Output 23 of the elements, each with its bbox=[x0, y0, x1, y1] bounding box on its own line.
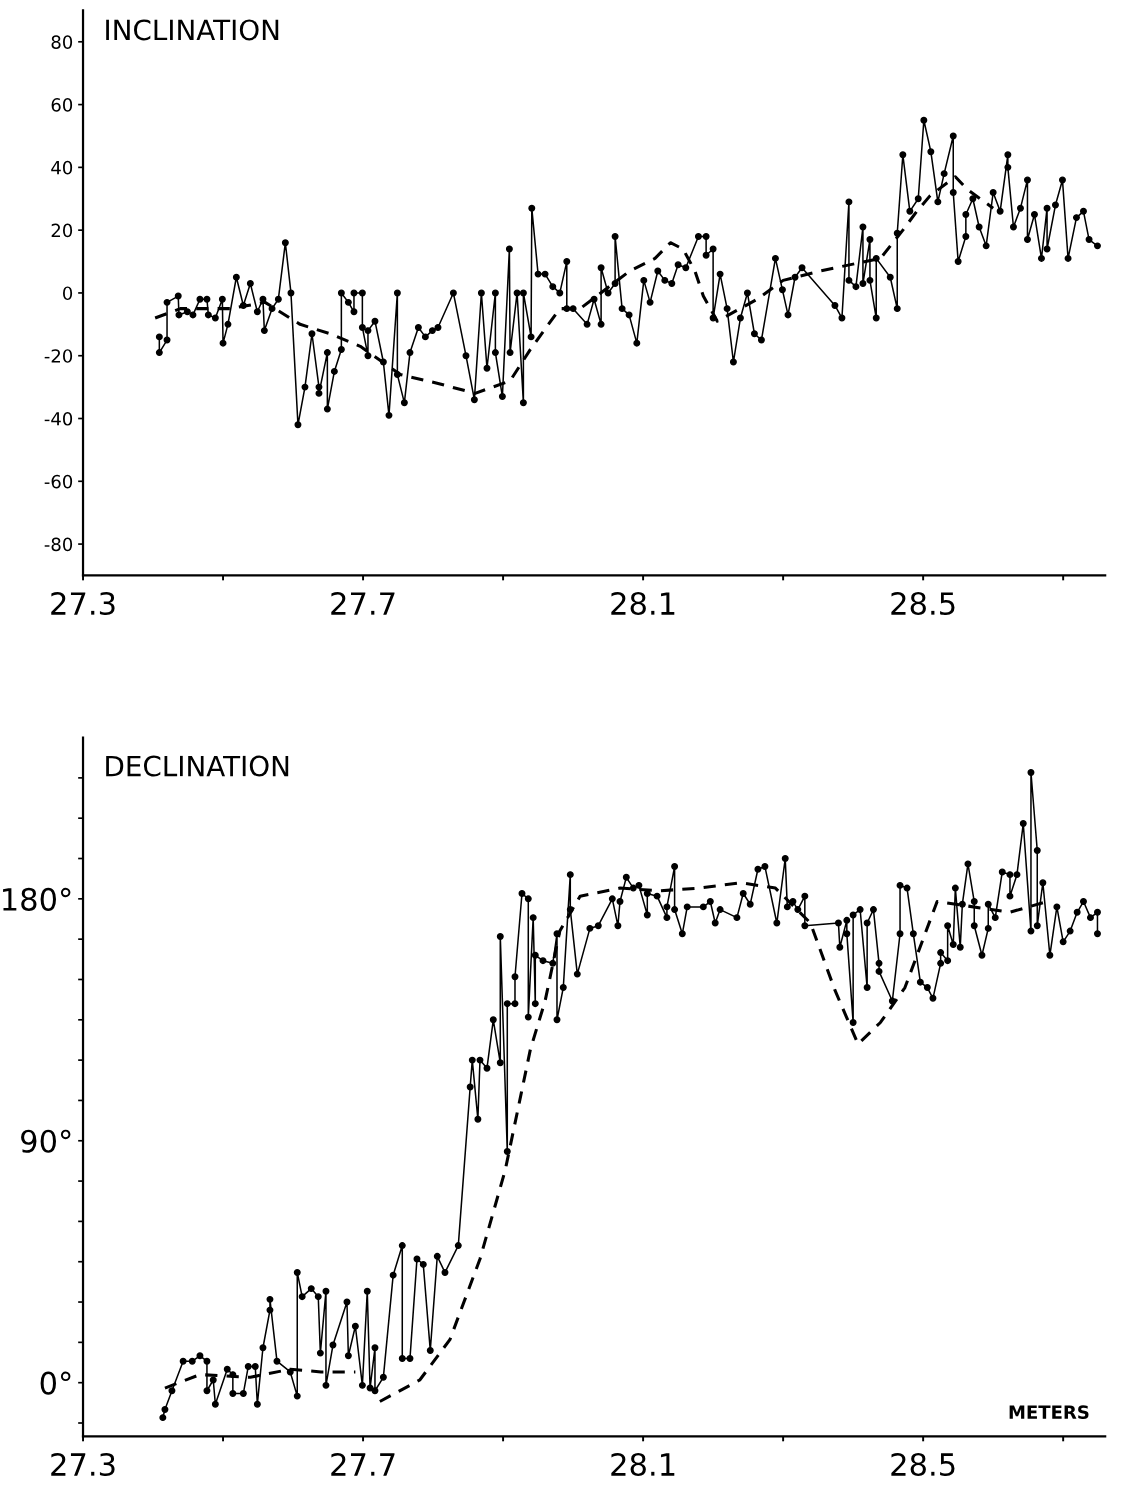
x-tick-label: 28.1 bbox=[611, 1452, 675, 1477]
x-tick-label: 28.1 bbox=[611, 591, 675, 616]
x-tick-label: 27.7 bbox=[331, 591, 395, 615]
y-tick-label: 180° bbox=[3, 887, 71, 911]
y-tick-label: -20 bbox=[44, 349, 73, 363]
x-tick-label: 27.3 bbox=[51, 591, 115, 616]
y-tick-label: -40 bbox=[44, 411, 73, 426]
y-tick-label: 80 bbox=[51, 35, 73, 49]
chart-title: INCLINATION bbox=[106, 19, 279, 41]
y-tick-label: -80 bbox=[44, 537, 73, 552]
x-tick-label: 28.5 bbox=[891, 1452, 955, 1477]
x-axis-title: METERS bbox=[1009, 1405, 1089, 1419]
x-tick-label: 27.3 bbox=[51, 1452, 115, 1477]
text: DECLINATION bbox=[106, 755, 289, 777]
y-tick-label: -60 bbox=[44, 474, 73, 489]
x-tick-label: 27.7 bbox=[331, 1452, 395, 1476]
y-tick-label: 40 bbox=[51, 160, 73, 175]
x-tick-label: 28.5 bbox=[891, 591, 955, 616]
y-tick-label: 90° bbox=[21, 1129, 71, 1153]
y-tick-label: 60 bbox=[51, 98, 73, 112]
y-tick-label: 20 bbox=[51, 223, 73, 238]
y-tick-label: 0° bbox=[40, 1371, 71, 1395]
y-tick-label: 0 bbox=[63, 286, 73, 301]
